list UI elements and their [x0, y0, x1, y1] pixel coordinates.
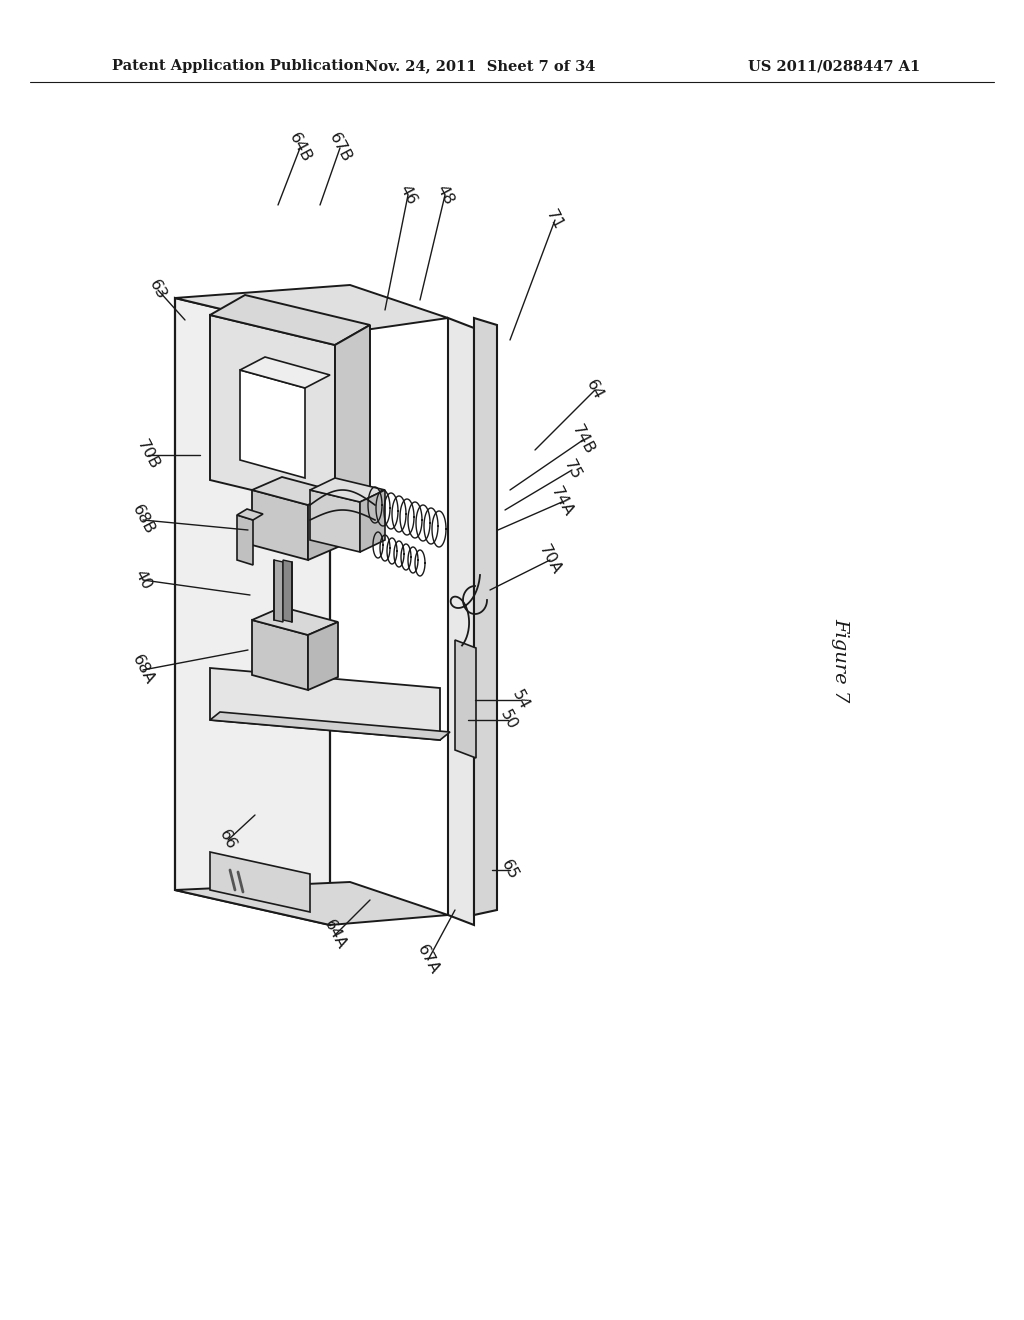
- Text: Patent Application Publication: Patent Application Publication: [112, 59, 364, 73]
- Polygon shape: [237, 515, 253, 565]
- Polygon shape: [474, 318, 497, 915]
- Polygon shape: [283, 560, 292, 622]
- Text: 64B: 64B: [286, 131, 314, 165]
- Polygon shape: [175, 285, 449, 335]
- Text: 74B: 74B: [569, 422, 597, 457]
- Text: Nov. 24, 2011  Sheet 7 of 34: Nov. 24, 2011 Sheet 7 of 34: [365, 59, 595, 73]
- Text: 71: 71: [544, 207, 566, 232]
- Text: 54: 54: [509, 688, 531, 713]
- Text: 64: 64: [584, 378, 606, 403]
- Text: 74A: 74A: [548, 484, 575, 519]
- Text: 63: 63: [146, 277, 169, 302]
- Text: Figure 7: Figure 7: [831, 618, 849, 702]
- Text: US 2011/0288447 A1: US 2011/0288447 A1: [748, 59, 920, 73]
- Polygon shape: [210, 711, 450, 741]
- Polygon shape: [274, 560, 283, 622]
- Polygon shape: [252, 477, 338, 506]
- Text: 40: 40: [132, 568, 155, 593]
- Text: 67A: 67A: [414, 942, 442, 977]
- Polygon shape: [210, 315, 335, 510]
- Text: 67B: 67B: [326, 131, 354, 165]
- Polygon shape: [210, 294, 370, 345]
- Polygon shape: [252, 607, 338, 635]
- Text: 64A: 64A: [322, 917, 349, 952]
- Text: 75: 75: [560, 458, 584, 483]
- Polygon shape: [210, 668, 440, 741]
- Polygon shape: [308, 622, 338, 690]
- Polygon shape: [360, 490, 385, 552]
- Polygon shape: [252, 620, 308, 690]
- Polygon shape: [237, 510, 263, 520]
- Polygon shape: [310, 490, 360, 552]
- Text: 70B: 70B: [134, 438, 162, 473]
- Text: 46: 46: [396, 182, 420, 207]
- Text: 70A: 70A: [536, 543, 564, 577]
- Polygon shape: [175, 298, 330, 925]
- Polygon shape: [455, 640, 476, 758]
- Polygon shape: [210, 851, 310, 912]
- Polygon shape: [308, 492, 338, 560]
- Text: 68B: 68B: [129, 503, 157, 537]
- Text: 68A: 68A: [129, 652, 157, 688]
- Polygon shape: [240, 370, 305, 478]
- Polygon shape: [252, 490, 308, 560]
- Polygon shape: [240, 356, 330, 388]
- Polygon shape: [335, 325, 370, 510]
- Polygon shape: [449, 318, 474, 925]
- Text: 50: 50: [497, 708, 519, 733]
- Polygon shape: [175, 882, 449, 925]
- Text: 65: 65: [499, 858, 521, 883]
- Text: 48: 48: [433, 182, 457, 207]
- Text: 66: 66: [217, 828, 240, 853]
- Polygon shape: [310, 478, 385, 502]
